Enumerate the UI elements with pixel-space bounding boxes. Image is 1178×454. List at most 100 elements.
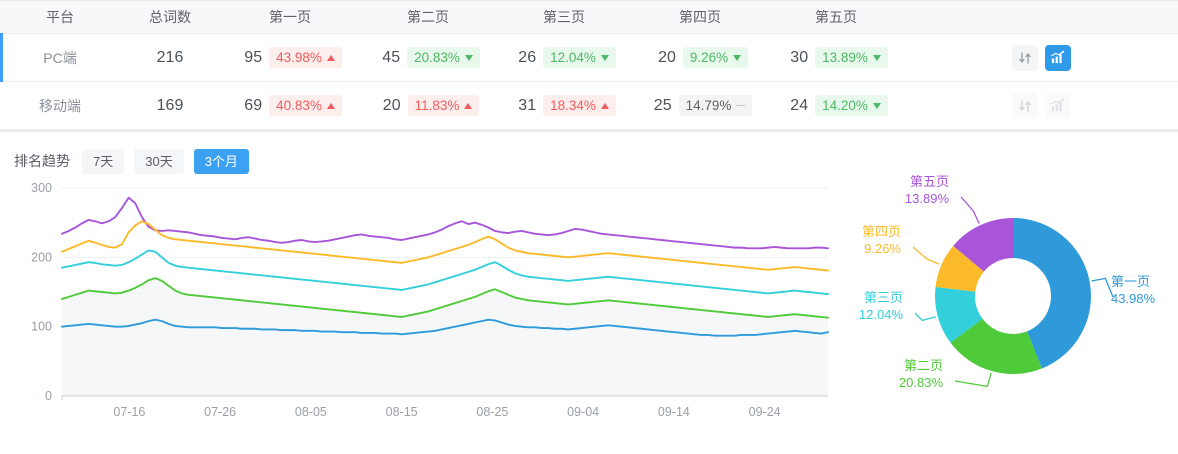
cell-page-2: 45 20.83% <box>360 33 496 82</box>
page-2-delta: 20.83% <box>407 47 480 68</box>
page-2-percent: 20.83% <box>414 50 460 65</box>
page-1-delta: 43.98% <box>269 47 342 68</box>
donut-slice-2[interactable] <box>950 318 1042 374</box>
cell-page-1: 69 40.83% <box>220 81 360 130</box>
charts-row: 0 100 200 300 07-16 07-26 08-05 08-15 08-25 09-04… <box>0 174 1178 434</box>
page-2-count: 20 <box>382 96 401 114</box>
donut-label-name-5: 第五页 <box>910 174 949 189</box>
rank-table: 平台 总词数 第一页 第二页 第三页 第四页 第五页 PC端 216 95 <box>0 1 1178 130</box>
donut-label-value-3: 12.04% <box>859 307 904 322</box>
page-3-delta: 18.34% <box>543 95 616 116</box>
page-4-count: 20 <box>658 48 676 66</box>
page-3-percent: 18.34% <box>550 98 596 113</box>
trend-tab-7d[interactable]: 7天 <box>82 148 125 174</box>
y-axis-tick: 0 <box>45 389 52 403</box>
donut-slice-5[interactable] <box>953 218 1013 272</box>
arrow-up-icon <box>464 102 473 109</box>
cell-page-1: 95 43.98% <box>220 33 360 82</box>
donut-slice-1[interactable] <box>1013 218 1091 369</box>
arrow-down-icon <box>872 54 881 61</box>
arrow-down-icon <box>733 54 742 61</box>
table-header-row: 平台 总词数 第一页 第二页 第三页 第四页 第五页 <box>0 1 1178 34</box>
rank-table-panel: 平台 总词数 第一页 第二页 第三页 第四页 第五页 PC端 216 95 <box>0 0 1178 131</box>
page-5-delta: 14.20% <box>815 95 888 116</box>
y-axis-tick: 200 <box>31 250 52 264</box>
page-2-percent: 11.83% <box>414 98 460 113</box>
view-chart-button[interactable] <box>1044 92 1071 119</box>
view-chart-button[interactable] <box>1044 44 1071 71</box>
page-1-count: 95 <box>244 48 263 66</box>
x-axis-tick: 08-25 <box>476 405 508 419</box>
line-series-5 <box>61 318 829 337</box>
rank-trend-line-chart[interactable]: 0 100 200 300 07-16 07-26 08-05 08-15 08-25 09-04… <box>0 174 845 434</box>
x-axis-tick: 07-16 <box>113 405 145 419</box>
table-body: PC端 216 95 43.98% 45 <box>0 32 1178 130</box>
x-axis-tick: 08-05 <box>295 405 327 419</box>
trend-tab-30d[interactable]: 30天 <box>134 148 184 174</box>
sort-button[interactable] <box>1011 44 1038 71</box>
page-4-count: 25 <box>653 96 672 114</box>
arrow-down-icon <box>872 102 881 109</box>
page-5-count: 24 <box>790 96 809 114</box>
page-4-percent: 9.26% <box>689 50 729 65</box>
page-4-percent: 14.79% <box>685 98 732 113</box>
cell-actions <box>904 33 1178 82</box>
page-3-percent: 12.04% <box>550 50 596 65</box>
donut-label-value-2: 20.83% <box>899 375 944 390</box>
sort-icon <box>1018 51 1031 64</box>
page-2-delta: 11.83% <box>407 95 480 116</box>
cell-platform: PC端 <box>0 32 120 82</box>
cell-actions <box>904 81 1178 130</box>
x-axis-tick: 09-04 <box>567 405 599 419</box>
table-row[interactable]: 移动端 169 69 40.83% 20 <box>0 81 1178 130</box>
page-3-delta: 12.04% <box>543 47 616 68</box>
sort-icon <box>1018 99 1031 112</box>
table-row[interactable]: PC端 216 95 43.98% 45 <box>0 32 1178 82</box>
col-header-total: 总词数 <box>120 1 220 34</box>
line-chart-svg: 0 100 200 300 07-16 07-26 08-05 08-15 08-25 09-04… <box>31 181 829 419</box>
trend-toolbar: 排名趋势 7天 30天 3个月 <box>0 132 1178 174</box>
x-axis-tick: 09-14 <box>658 405 690 419</box>
arrow-up-icon <box>326 54 335 61</box>
page-2-count: 45 <box>382 48 401 66</box>
cell-total: 216 <box>120 33 220 82</box>
arrow-down-icon <box>464 54 473 61</box>
line-series-3 <box>61 249 829 296</box>
donut-label-name-1: 第一页 <box>1111 274 1150 289</box>
y-axis-tick: 100 <box>31 320 52 334</box>
sort-button[interactable] <box>1011 92 1038 119</box>
trend-title: 排名趋势 <box>14 153 70 169</box>
total-count-value: 169 <box>156 96 184 114</box>
donut-slice-4[interactable] <box>935 245 984 292</box>
line-series-2 <box>61 220 829 272</box>
donut-label-value-4: 9.26% <box>864 241 901 256</box>
y-axis-tick: 300 <box>31 181 52 195</box>
cell-page-4: 20 9.26% <box>632 33 768 82</box>
cell-page-3: 26 12.04% <box>496 33 632 82</box>
col-header-actions <box>904 1 1178 34</box>
donut-slice-3[interactable] <box>935 286 983 343</box>
donut-leader-line-2 <box>954 372 992 388</box>
page-4-delta: 14.79% <box>678 95 753 116</box>
page-1-percent: 43.98% <box>276 50 322 65</box>
col-header-page4: 第四页 <box>632 1 768 34</box>
x-axis-tick: 08-15 <box>386 405 418 419</box>
cell-page-3: 31 18.34% <box>496 81 632 130</box>
dash-icon <box>736 104 746 107</box>
page-5-delta: 13.89% <box>815 47 888 68</box>
page-4-delta: 9.26% <box>682 47 749 68</box>
donut-label-name-4: 第四页 <box>862 224 901 239</box>
trend-tab-3m[interactable]: 3个月 <box>193 148 249 174</box>
page-distribution-donut-chart[interactable]: 第一页 43.98% 第二页 20.83% 第三页 12.04% 第四页 9.26% 第五页 13… <box>845 174 1178 434</box>
cell-page-5: 24 14.20% <box>768 81 904 130</box>
platform-label: PC端 <box>43 49 77 66</box>
bar-chart-icon <box>1051 98 1065 112</box>
page-5-percent: 13.89% <box>822 50 868 65</box>
platform-label: 移动端 <box>39 97 81 114</box>
donut-label-value-5: 13.89% <box>905 191 950 206</box>
x-axis-tick: 07-26 <box>204 405 236 419</box>
donut-label-name-2: 第二页 <box>904 358 943 373</box>
cell-platform: 移动端 <box>0 81 120 130</box>
donut-label-name-3: 第三页 <box>864 290 903 305</box>
donut-label-value-1: 43.98% <box>1111 291 1156 306</box>
